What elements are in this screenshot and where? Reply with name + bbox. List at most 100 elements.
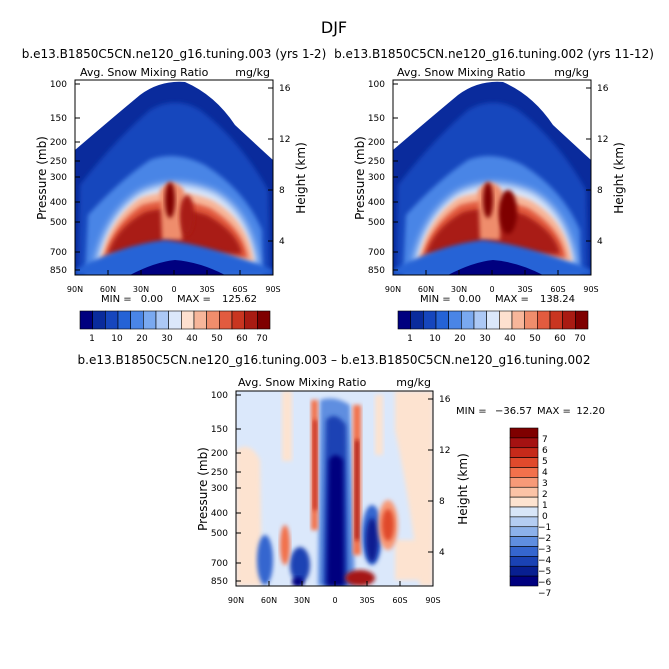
panel-2-ytick-700: 700 [368,248,385,258]
panel-2-colorbar [397,310,589,330]
panel-3-cb-label-m6: −6 [538,578,552,588]
panel-1-subtitle-right: mg/kg [235,66,270,79]
panel-3-ytick-250: 250 [211,468,228,478]
panel-3-title: b.e13.B1850C5CN.ne120_g16.tuning.003 – b… [78,353,591,367]
panel-2-min-value: 0.00 [459,294,481,305]
panel-3-cb-label-2: 2 [542,490,548,500]
panel-1-colorbar-swatch-12 [231,310,245,330]
panel-1-cb-label-30: 30 [161,334,173,344]
panel-3-subtitle-right: mg/kg [396,376,431,389]
panel-2-colorbar-swatch-2 [423,310,437,330]
page-title: DJF [321,18,347,37]
panel-1-colorbar-swatch-1 [92,310,106,330]
panel-3-max-value: 12.20 [576,406,605,417]
panel-1-htick-4: 4 [279,237,285,247]
panel-2-ylabel-right: Height (km) [612,142,626,213]
panel-1-xtick-0: 0 [171,285,176,294]
panel-1-cb-label-20: 20 [136,334,148,344]
panel-1-ytick-150: 150 [50,114,67,124]
panel-1-xtick-90s: 90S [265,285,280,294]
panel-2-colorbar-swatch-4 [448,310,462,330]
panel-3-colorbar-swatch-6 [509,486,539,498]
panel-1-htick-16: 16 [279,84,291,94]
panel-2-max-label: MAX = [495,294,529,305]
panel-1-cb-label-60: 60 [236,334,248,344]
panel-1-xtick-60s: 60S [232,285,247,294]
panel-3-cb-label-5: 5 [542,457,548,467]
panel-3-xtick-30s: 30S [359,596,374,605]
panel-2-htick-4: 4 [597,237,603,247]
panel-2-colorbar-swatch-10 [524,310,538,330]
panel-2-htick-16: 16 [597,84,609,94]
panel-3-cb-label-m5: −5 [538,567,551,577]
panel-1: b.e13.B1850C5CN.ne120_g16.tuning.003 (yr… [22,47,327,344]
panel-2-ytick-300: 300 [368,173,385,183]
panel-2-heatmap [392,79,592,276]
panel-3-cb-label-m4: −4 [538,556,552,566]
panel-3-ytick-850: 850 [211,577,228,587]
panel-1-ytick-200: 200 [50,138,67,148]
panel-2-cb-label-1: 1 [407,334,413,344]
panel-1-xtick-60n: 60N [100,285,116,294]
panel-2-cb-label-20: 20 [454,334,466,344]
panel-1-colorbar-swatch-0 [79,310,93,330]
panel-2-xtick-90n: 90N [385,285,401,294]
panel-1-ytick-850: 850 [50,266,67,276]
panel-3-cb-label-m2: −2 [538,534,551,544]
panel-2-colorbar-swatch-12 [549,310,563,330]
panel-3-cb-label-1: 1 [542,501,548,511]
panel-1-ytick-100: 100 [50,80,67,90]
panel-3-colorbar-swatch-3 [509,457,539,468]
panel-3-colorbar-swatch-7 [509,496,539,508]
panel-2-ytick-850: 850 [368,266,385,276]
panel-2-ytick-200: 200 [368,138,385,148]
panel-3-xtick-60s: 60S [392,596,407,605]
panel-1-colorbar-swatch-9 [193,310,207,330]
panel-3-xtick-90n: 90N [228,596,244,605]
panel-3-htick-16: 16 [439,395,451,405]
panel-1-htick-8: 8 [279,186,285,196]
panel-1-colorbar-swatch-2 [105,310,119,330]
panel-3-colorbar-swatch-5 [509,477,539,488]
panel-3-colorbar [509,427,539,587]
panel-2-xtick-30n: 30N [451,285,467,294]
panel-3-colorbar-swatch-13 [509,556,539,567]
panel-1-xtick-30s: 30S [199,285,214,294]
panel-3-ytick-300: 300 [211,484,228,494]
panel-3-cb-label-3: 3 [542,479,548,489]
panel-1-max-label: MAX = [177,294,211,305]
panel-2-xtick-60s: 60S [550,285,565,294]
panel-2-max-value: 138.24 [540,294,575,305]
panel-3-cb-label-m7: −7 [538,589,551,599]
panel-2-colorbar-swatch-13 [562,310,576,330]
panel-2-xtick-30s: 30S [517,285,532,294]
panel-3-colorbar-swatch-4 [509,467,539,478]
panel-3-colorbar-swatch-10 [509,526,539,537]
panel-3-heatmap [235,390,434,587]
panel-3: b.e13.B1850C5CN.ne120_g16.tuning.003 – b… [78,353,605,605]
panel-2-min-label: MIN = [420,294,451,305]
panel-2-cb-label-60: 60 [554,334,566,344]
panel-2-colorbar-swatch-8 [499,310,513,330]
panel-1-cb-label-10: 10 [111,334,123,344]
panel-1-cb-label-70: 70 [256,334,268,344]
panel-2-cb-label-10: 10 [429,334,441,344]
panel-1-colorbar-swatch-7 [168,310,182,330]
panel-1-htick-12: 12 [279,135,290,145]
panel-1-colorbar-swatch-13 [244,310,258,330]
panel-3-xtick-90s: 90S [425,596,440,605]
panel-2-ytick-250: 250 [368,157,385,167]
panel-1-colorbar-swatch-10 [206,310,220,330]
panel-1-colorbar-swatch-4 [130,310,144,330]
panel-1-ytick-400: 400 [50,198,67,208]
panel-1-ytick-250: 250 [50,157,67,167]
panel-3-cb-label-0: 0 [542,512,548,522]
panel-2-colorbar-swatch-14 [575,310,589,330]
panel-2-colorbar-swatch-3 [435,310,449,330]
panel-1-ylabel-right: Height (km) [294,142,308,213]
panel-3-cb-label-m3: −3 [538,545,551,555]
panel-2-ytick-500: 500 [368,218,385,228]
panel-2-ylabel: Pressure (mb) [353,136,367,220]
panel-2-colorbar-swatch-6 [473,310,487,330]
panel-2-xtick-90s: 90S [583,285,598,294]
